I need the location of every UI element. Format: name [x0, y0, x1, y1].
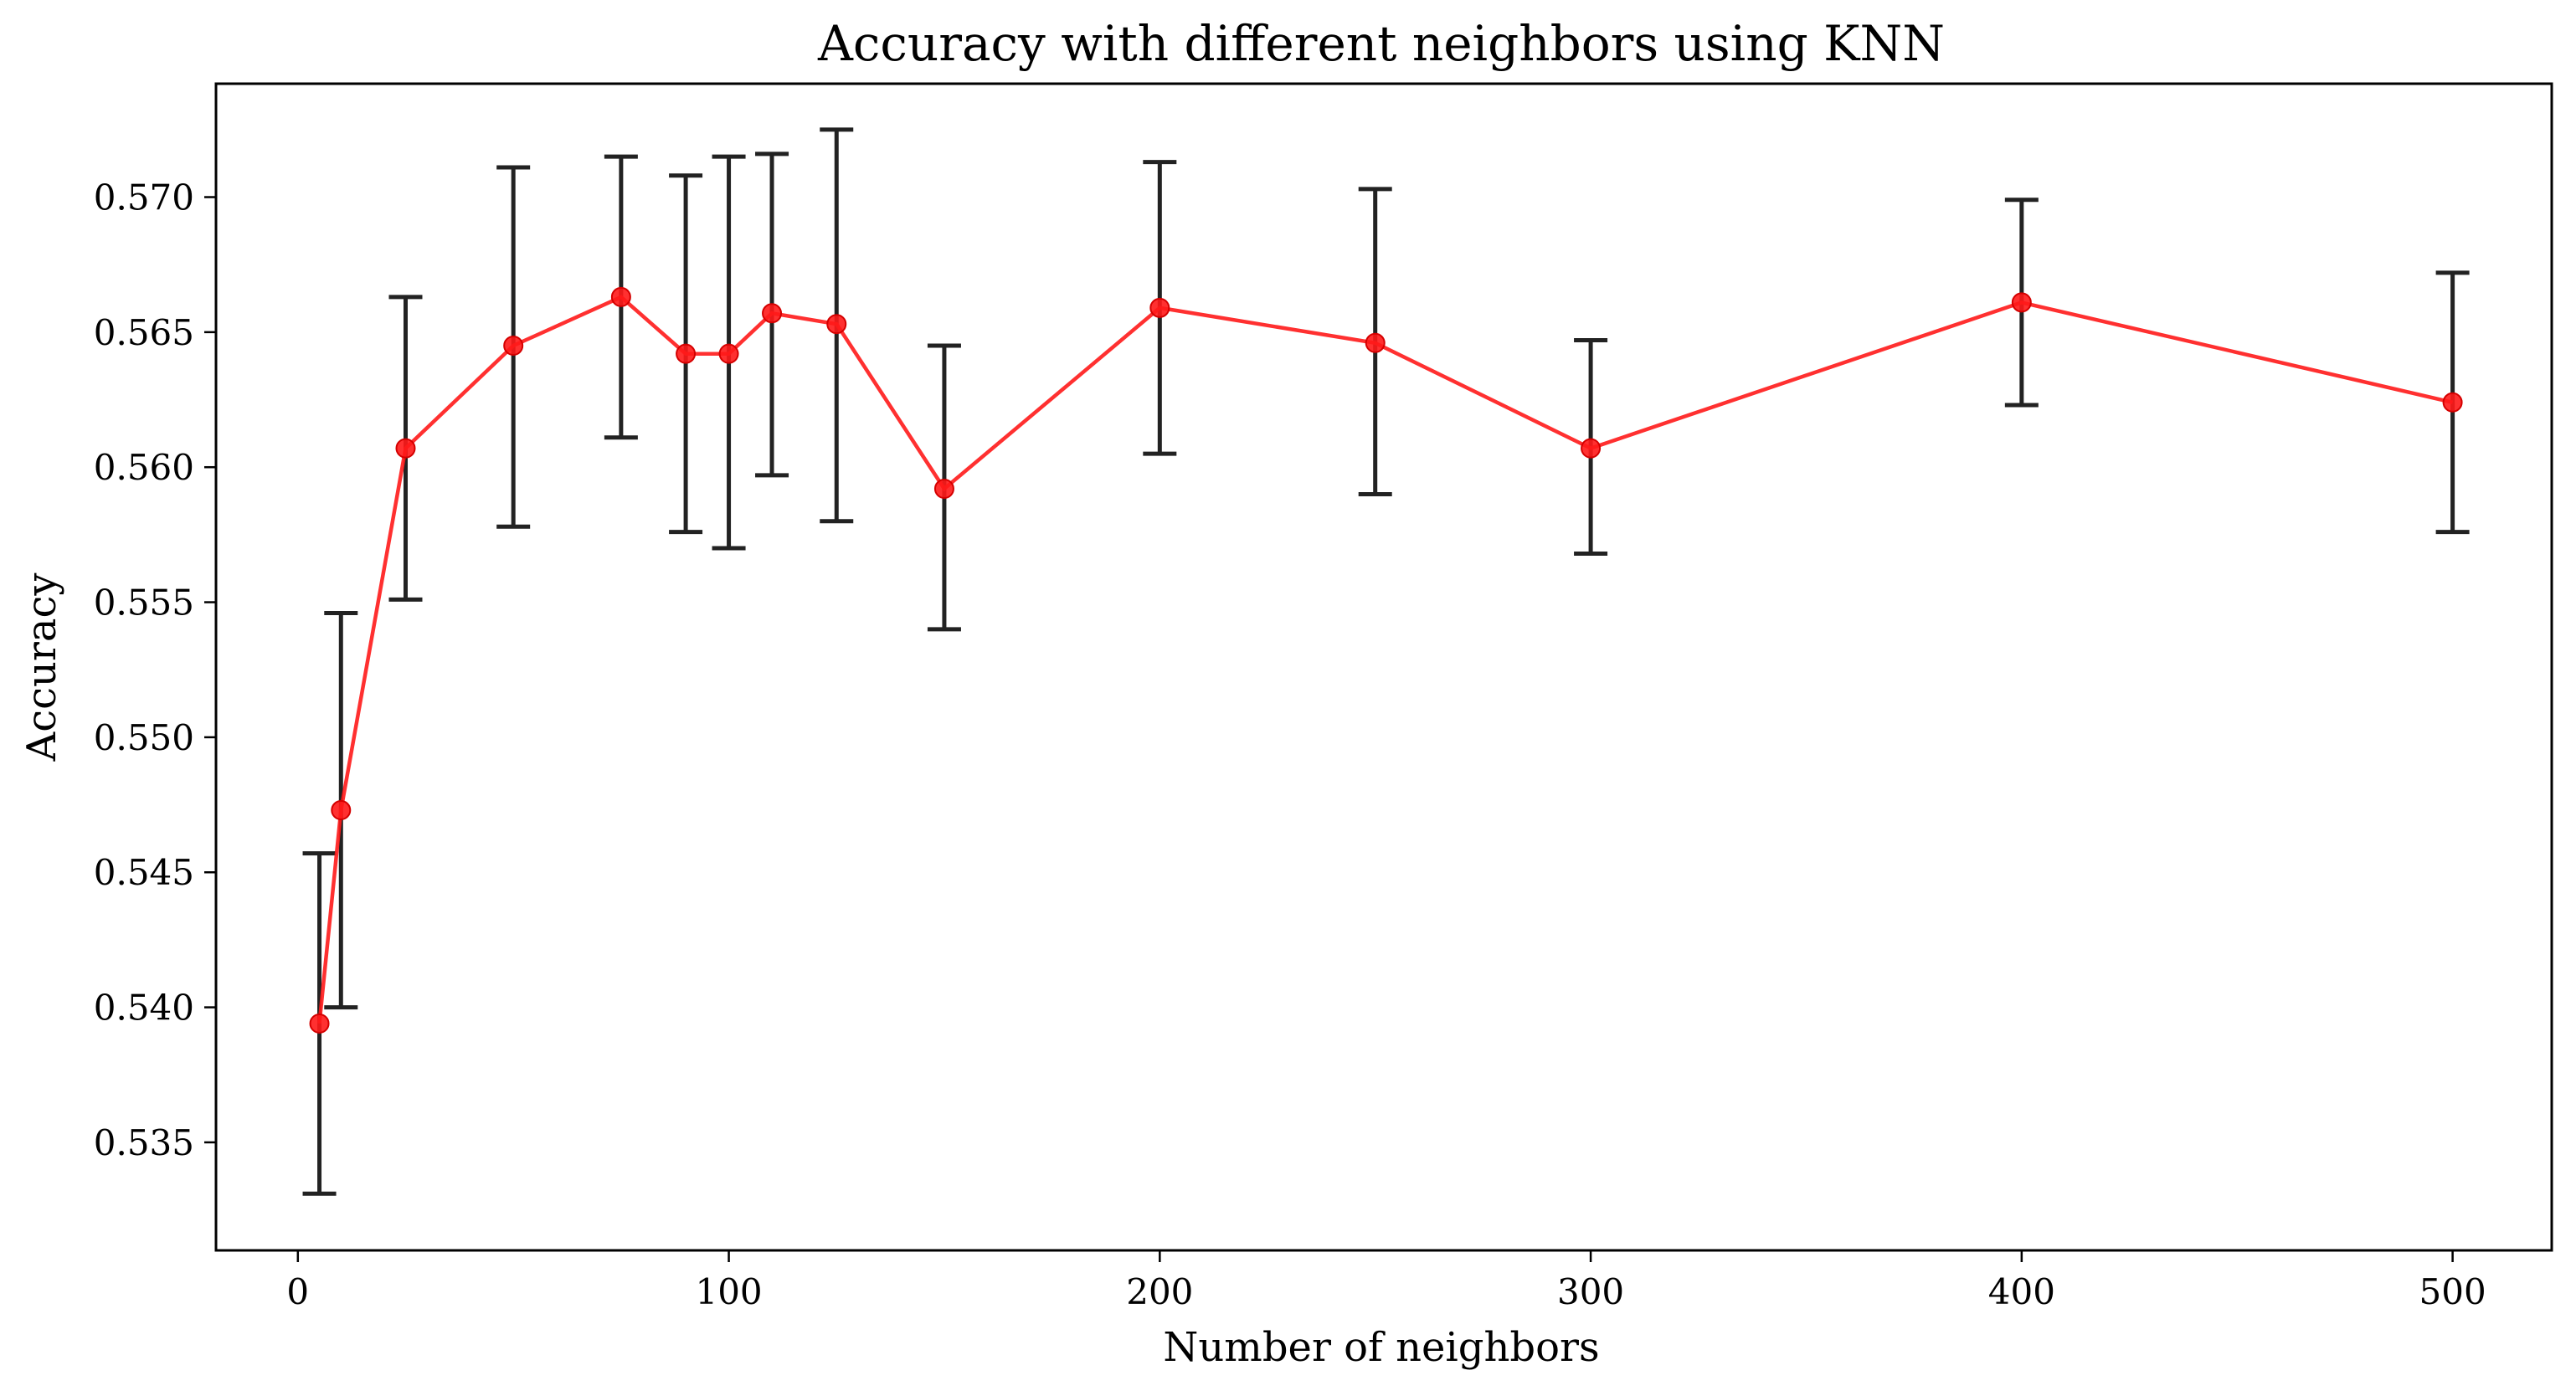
x-axis-label: Number of neighbors: [1163, 1324, 1599, 1371]
y-tick-label: 0.540: [94, 988, 194, 1029]
data-point: [1581, 438, 1602, 459]
data-point: [826, 314, 847, 335]
data-point: [395, 438, 416, 459]
accuracy-series-line: [317, 295, 2454, 1024]
data-point: [2011, 292, 2032, 313]
y-tick-label: 0.550: [94, 717, 194, 758]
y-tick-label: 0.570: [94, 177, 194, 218]
y-tick-label: 0.560: [94, 447, 194, 488]
data-point: [309, 1013, 330, 1034]
data-point: [933, 479, 954, 500]
data-point: [718, 343, 739, 364]
y-tick-label: 0.565: [94, 312, 194, 353]
y-axis-label: Accuracy: [18, 573, 65, 762]
x-tick-label: 500: [2419, 1271, 2486, 1312]
x-axis: 0 100 200 300 400 500: [286, 1250, 2486, 1312]
data-point-group: [309, 286, 2463, 1034]
data-point: [331, 800, 352, 821]
chart-title: Accuracy with different neighbors using …: [817, 15, 1945, 72]
data-point: [1365, 332, 1386, 353]
x-tick-label: 0: [286, 1271, 309, 1312]
x-tick-label: 300: [1557, 1271, 1624, 1312]
y-tick-label: 0.535: [94, 1122, 194, 1163]
y-tick-label: 0.545: [94, 852, 194, 893]
data-point: [762, 303, 783, 324]
data-point: [2442, 392, 2463, 413]
data-point: [503, 336, 524, 357]
data-point: [610, 286, 631, 307]
y-axis: 0.535 0.540 0.545 0.550 0.555 0.560 0.565 0.570: [94, 177, 216, 1163]
data-point: [676, 343, 697, 364]
plot-area: 0 100 200 300 400 500 0.5350.5400.5450.5500.5…: [94, 82, 2553, 1312]
x-tick-label: 100: [695, 1271, 762, 1312]
plot-frame: [214, 82, 2553, 1252]
y-tick-label: 0.555: [94, 583, 194, 624]
x-tick-label: 200: [1126, 1271, 1193, 1312]
x-tick-label: 400: [1988, 1271, 2055, 1312]
errorbar-group: [302, 127, 2470, 1196]
data-point: [1149, 297, 1170, 318]
